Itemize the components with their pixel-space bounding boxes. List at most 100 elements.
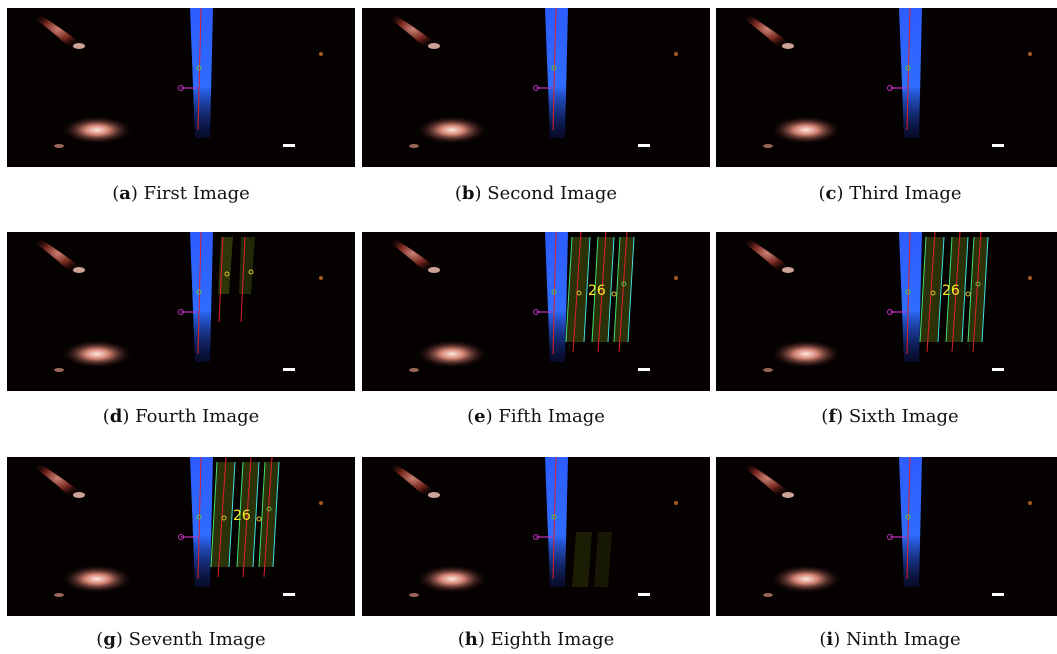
bright-spot xyxy=(283,144,295,147)
lamp-highlight xyxy=(73,267,85,273)
blue-strip xyxy=(190,232,213,362)
caption-title: Seventh Image xyxy=(128,629,266,650)
scene-d xyxy=(29,232,323,372)
strip-centerline xyxy=(552,8,557,131)
distant-light xyxy=(1028,276,1032,280)
small-glow xyxy=(54,593,64,597)
track-band xyxy=(566,237,590,342)
magenta-dot xyxy=(887,85,893,91)
scene-g: 26 xyxy=(29,457,323,597)
image-panel-g: 26 xyxy=(7,457,355,616)
track-line-red xyxy=(972,232,982,353)
scene-b xyxy=(384,8,678,148)
track-line-cyan xyxy=(252,461,260,568)
caption-c: (c) Third Image xyxy=(818,183,962,204)
magenta-dot xyxy=(178,534,184,540)
strip-marker xyxy=(551,65,557,71)
image-panel-d xyxy=(7,232,355,391)
caption-letter: h xyxy=(464,629,478,650)
caption-letter: e xyxy=(474,406,486,427)
strip-marker xyxy=(196,514,202,520)
track-dot xyxy=(248,269,254,275)
small-glow xyxy=(409,368,419,372)
scene-f: 26 xyxy=(738,232,1032,372)
small-glow xyxy=(763,368,773,372)
track-line-green xyxy=(613,236,621,343)
caption-f: (f) Sixth Image xyxy=(821,406,959,427)
image-panel-b xyxy=(362,8,710,167)
track-dot xyxy=(930,290,936,296)
blue-strip xyxy=(899,457,922,587)
blue-strip xyxy=(190,457,213,587)
blue-strip xyxy=(899,232,922,362)
caption-title: First Image xyxy=(143,183,250,204)
track-band xyxy=(946,237,968,342)
floor-glow xyxy=(417,565,487,593)
lamp-highlight xyxy=(73,492,85,498)
caption-letter: b xyxy=(461,183,475,204)
distant-light xyxy=(674,276,678,280)
distant-light xyxy=(319,52,323,56)
lamp-reflection xyxy=(384,232,442,275)
strip-marker xyxy=(551,514,557,520)
track-line-green xyxy=(258,461,266,568)
track-count-label: 26 xyxy=(588,283,606,299)
image-panel-c xyxy=(716,8,1057,167)
strip-centerline xyxy=(197,232,202,355)
bright-spot xyxy=(638,593,650,596)
bright-spot xyxy=(638,144,650,147)
caption-letter: d xyxy=(109,406,123,427)
lamp-highlight xyxy=(782,492,794,498)
lamp-highlight xyxy=(428,492,440,498)
lamp-reflection xyxy=(384,8,442,51)
track-band xyxy=(920,237,944,342)
track-line-green xyxy=(919,236,927,343)
lamp-reflection xyxy=(384,457,442,500)
track-line-cyan xyxy=(937,236,945,343)
track-line-cyan xyxy=(627,236,635,343)
caption-b: (b) Second Image xyxy=(454,183,618,204)
lamp-reflection xyxy=(738,457,796,500)
track-line-green xyxy=(236,461,244,568)
strip-marker xyxy=(905,514,911,520)
caption-a: (a) First Image xyxy=(112,183,250,204)
blue-strip xyxy=(545,232,568,362)
strip-centerline xyxy=(552,457,557,580)
magenta-dot xyxy=(887,309,893,315)
magenta-dot xyxy=(887,534,893,540)
track-count-label: 26 xyxy=(942,283,960,299)
caption-title: Second Image xyxy=(487,183,618,204)
track-dot xyxy=(965,291,971,297)
lamp-reflection xyxy=(29,457,87,500)
image-panel-a xyxy=(7,8,355,167)
track-line-cyan xyxy=(272,461,280,568)
small-glow xyxy=(409,144,419,148)
floor-glow xyxy=(417,116,487,144)
blue-strip xyxy=(899,8,922,138)
bright-spot xyxy=(992,593,1004,596)
lamp-highlight xyxy=(73,43,85,49)
magenta-dot xyxy=(533,534,539,540)
lamp-reflection xyxy=(29,232,87,275)
track-line-red xyxy=(242,457,252,578)
small-glow xyxy=(54,144,64,148)
caption-letter: i xyxy=(826,629,834,650)
caption-title: Fifth Image xyxy=(498,406,605,427)
floor-glow xyxy=(771,565,841,593)
track-line-green xyxy=(591,236,599,343)
caption-title: Third Image xyxy=(849,183,962,204)
track-dot xyxy=(576,290,582,296)
track-dot xyxy=(221,515,227,521)
image-panel-e: 26 xyxy=(362,232,710,391)
track-line-cyan xyxy=(228,461,236,568)
distant-light xyxy=(1028,501,1032,505)
image-panel-h xyxy=(362,457,710,616)
caption-title: Sixth Image xyxy=(848,406,959,427)
caption-letter: f xyxy=(828,406,837,427)
track-line-green xyxy=(945,236,953,343)
magenta-dot xyxy=(533,85,539,91)
track-line-red xyxy=(951,232,961,353)
image-panel-i xyxy=(716,457,1057,616)
small-glow xyxy=(763,144,773,148)
distant-light xyxy=(319,276,323,280)
